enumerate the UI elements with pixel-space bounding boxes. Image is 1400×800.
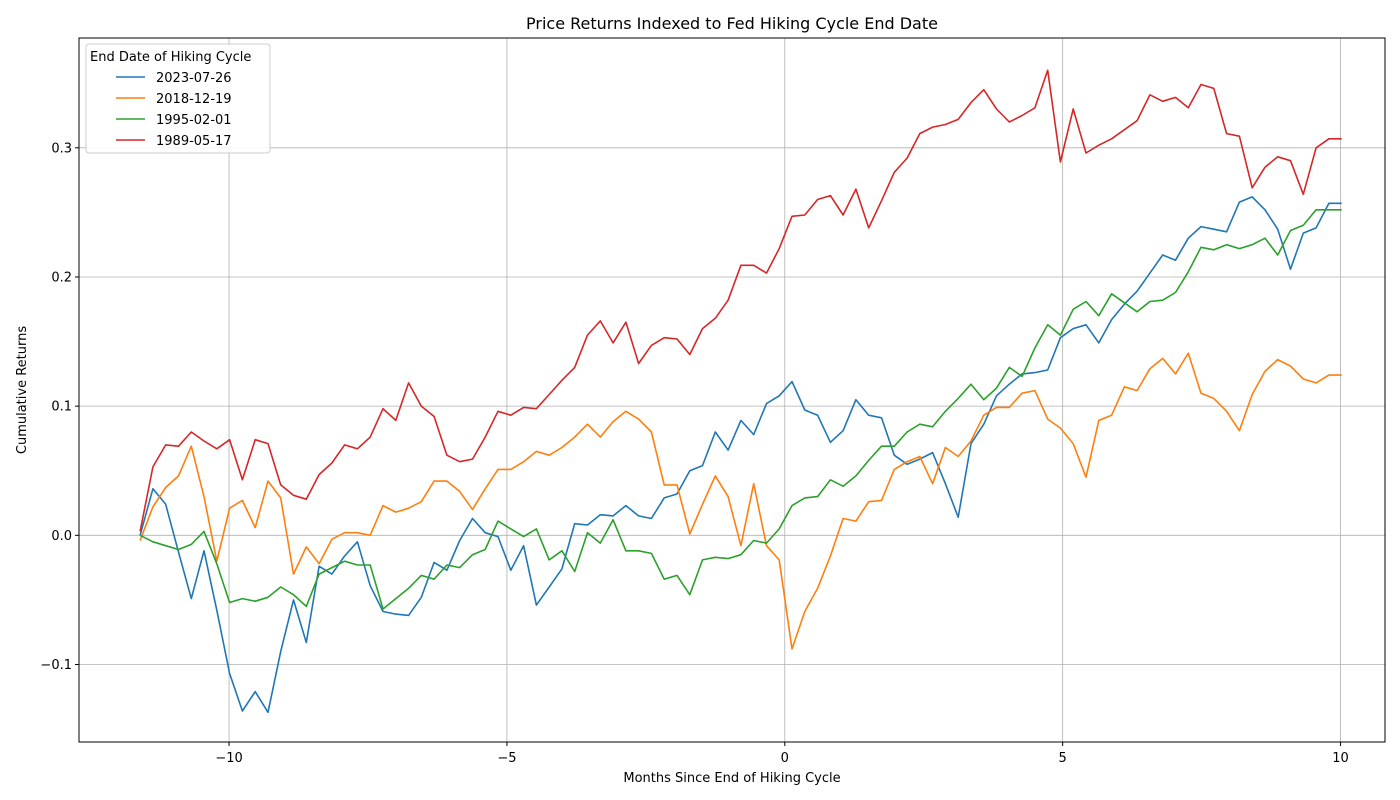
x-axis-label: Months Since End of Hiking Cycle [623, 771, 840, 786]
y-tick-label: 0.2 [51, 270, 72, 285]
y-axis-label: Cumulative Returns [15, 326, 30, 454]
series-layer [139, 69, 1342, 714]
legend-entry-label: 2018-12-19 [156, 92, 232, 107]
series-line-1989-05-17 [139, 69, 1342, 532]
x-tick-label: 0 [781, 751, 789, 766]
legend-entry-label: 2023-07-26 [156, 71, 232, 86]
x-tick-label: −10 [215, 751, 242, 766]
series-line-2023-07-26 [139, 196, 1342, 714]
x-tick-label: 10 [1332, 751, 1349, 766]
legend-items: 2023-07-26 2018-12-19 1995-02-01 1989-05-17 [116, 71, 232, 149]
y-axis-ticks: −0.1 0.0 0.1 0.2 0.3 [40, 141, 79, 673]
y-tick-label: 0.1 [51, 400, 72, 415]
series-line-1995-02-01 [139, 209, 1342, 610]
chart-title: Price Returns Indexed to Fed Hiking Cycl… [526, 14, 938, 33]
y-tick-label: 0.0 [51, 529, 72, 544]
legend-box [85, 43, 271, 154]
y-grid [79, 147, 1385, 665]
y-tick-label: 0.3 [51, 141, 72, 156]
legend: End Date of Hiking Cycle 2023-07-26 2018-… [85, 43, 271, 154]
legend-title: End Date of Hiking Cycle [90, 50, 251, 65]
y-tick-label: −0.1 [40, 658, 72, 673]
legend-entry-label: 1995-02-01 [156, 113, 232, 128]
plot-frame [78, 37, 1386, 743]
x-tick-label: 5 [1059, 751, 1067, 766]
legend-entry-label: 1989-05-17 [156, 134, 232, 149]
x-tick-label: −5 [497, 751, 516, 766]
x-axis-ticks: −10 −5 0 5 10 [215, 742, 1349, 766]
series-line-2018-12-19 [139, 352, 1342, 650]
